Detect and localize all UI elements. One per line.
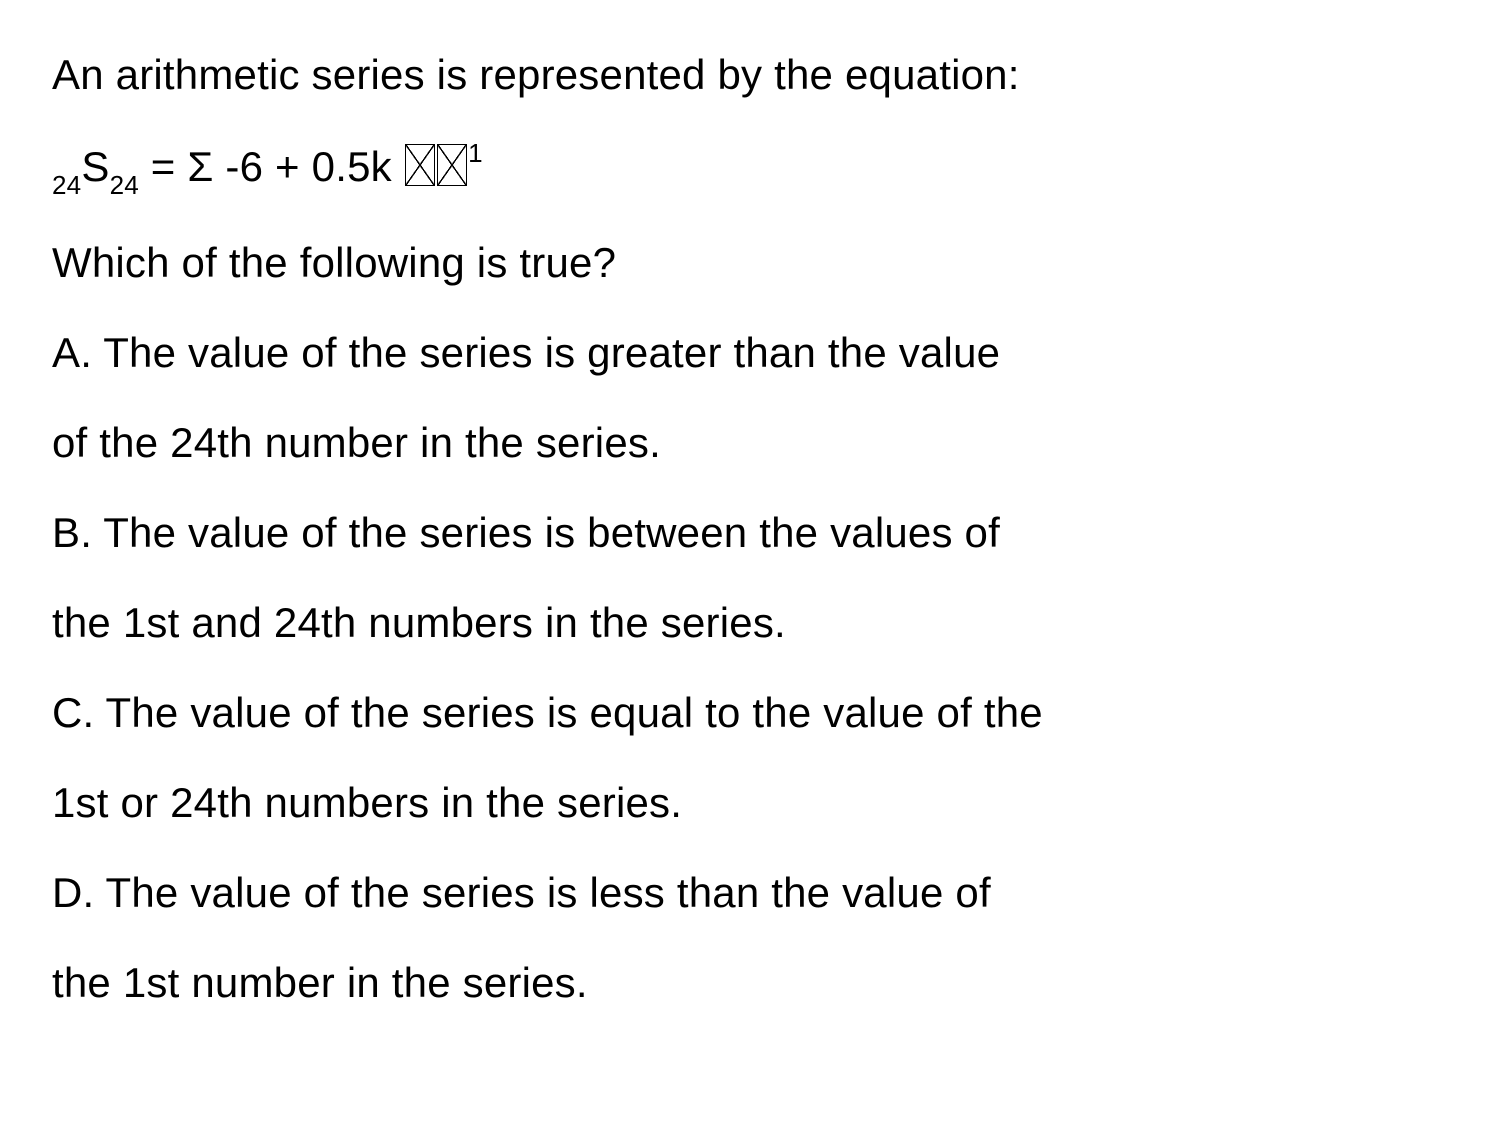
document-body: An arithmetic series is represented by t…: [52, 54, 1448, 1004]
text-line: Which of the following is true?: [52, 242, 1448, 284]
equation-line: 24S24 = Σ -6 + 0.5k 1: [52, 144, 1448, 194]
equation-text: = Σ -6 + 0.5k: [139, 143, 404, 190]
subscript: 24: [110, 170, 139, 200]
text-line: An arithmetic series is represented by t…: [52, 54, 1448, 96]
text-line: the 1st number in the series.: [52, 962, 1448, 1004]
text-line: of the 24th number in the series.: [52, 422, 1448, 464]
text-line: A. The value of the series is greater th…: [52, 332, 1448, 374]
equation-text: S: [81, 143, 109, 190]
text-line: C. The value of the series is equal to t…: [52, 692, 1448, 734]
missing-glyph-icon: [437, 144, 467, 186]
text-line: D. The value of the series is less than …: [52, 872, 1448, 914]
text-line: B. The value of the series is between th…: [52, 512, 1448, 554]
missing-glyph-icon: [405, 144, 435, 186]
subscript: 24: [52, 170, 81, 200]
text-line: 1st or 24th numbers in the series.: [52, 782, 1448, 824]
superscript: 1: [468, 138, 483, 168]
text-line: the 1st and 24th numbers in the series.: [52, 602, 1448, 644]
